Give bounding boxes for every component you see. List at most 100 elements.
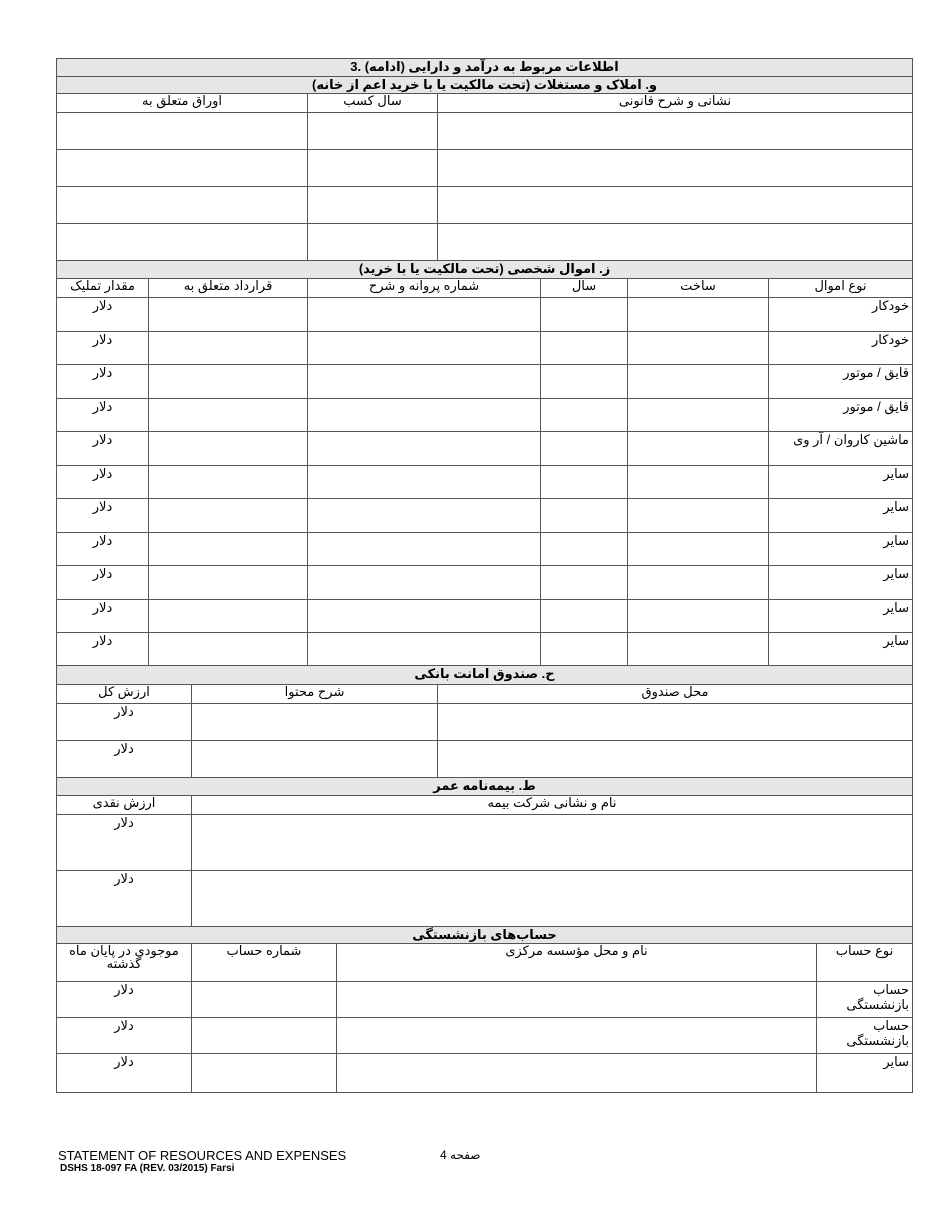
input-cell[interactable]: [148, 364, 308, 399]
input-cell[interactable]: [148, 297, 308, 332]
input-cell[interactable]: [627, 599, 769, 633]
input-cell[interactable]: [436, 740, 914, 778]
input-cell[interactable]: [627, 532, 769, 566]
type-label: سایر: [815, 1053, 914, 1093]
input-cell[interactable]: [540, 398, 628, 432]
input-cell[interactable]: [148, 465, 308, 499]
input-cell[interactable]: [540, 532, 628, 566]
input-cell[interactable]: [190, 814, 914, 871]
table-row: [56, 223, 914, 261]
input-cell[interactable]: [627, 331, 769, 365]
table-row: دلار سایر: [56, 565, 913, 600]
type-label: ماشین کاروان / آر وی: [768, 431, 913, 466]
input-cell[interactable]: [540, 565, 628, 600]
input-cell[interactable]: [307, 532, 541, 566]
input-cell[interactable]: [540, 331, 628, 365]
input-cell[interactable]: [436, 223, 914, 261]
table-row: دلار: [56, 870, 914, 927]
input-cell[interactable]: [307, 398, 541, 432]
page-number: صفحه 4: [440, 1148, 481, 1162]
input-cell[interactable]: [540, 465, 628, 499]
input-cell[interactable]: [191, 703, 438, 741]
input-cell[interactable]: [148, 331, 308, 365]
input-cell[interactable]: [307, 186, 438, 224]
input-cell[interactable]: [191, 1053, 337, 1093]
input-cell[interactable]: [540, 632, 628, 667]
header-row: اوراق متعلق به سال کسب نشانی و شرح قانونی: [56, 93, 914, 113]
input-cell[interactable]: [627, 431, 769, 466]
form-number: DSHS 18-097 FA (REV. 03/2015) Farsi: [60, 1163, 235, 1174]
input-cell[interactable]: [191, 1017, 337, 1054]
column-header: شماره حساب: [191, 943, 337, 982]
input-cell[interactable]: [627, 565, 769, 600]
input-cell[interactable]: [540, 431, 628, 466]
input-cell[interactable]: [307, 149, 438, 187]
input-cell[interactable]: [307, 364, 541, 399]
input-cell[interactable]: [307, 565, 541, 600]
input-cell[interactable]: [148, 498, 308, 533]
table-row: دلار: [56, 740, 914, 778]
input-cell[interactable]: [540, 498, 628, 533]
input-cell[interactable]: [307, 465, 541, 499]
input-cell[interactable]: [627, 398, 769, 432]
column-header: ارزش کل: [56, 684, 192, 704]
input-cell[interactable]: [436, 149, 914, 187]
input-cell[interactable]: [436, 112, 914, 150]
input-cell[interactable]: [540, 297, 628, 332]
table-row: دلار قایق / موتور: [56, 364, 913, 399]
section-title: و. املاک و مستغلات (تحت مالکیت یا با خری…: [55, 76, 914, 94]
input-cell[interactable]: [627, 297, 769, 332]
input-cell[interactable]: [191, 740, 438, 778]
input-cell[interactable]: [191, 981, 337, 1018]
input-cell[interactable]: [56, 112, 308, 150]
input-cell[interactable]: [307, 599, 541, 633]
input-cell[interactable]: [307, 632, 541, 667]
input-cell[interactable]: [436, 703, 914, 741]
section-safe-deposit: ح. صندوق امانت بانکی ارزش کل شرح محتوا محل …: [55, 665, 914, 778]
type-label: حساب بازنشستگی: [815, 1017, 914, 1054]
input-cell[interactable]: [627, 632, 769, 667]
input-cell[interactable]: [307, 223, 438, 261]
table-row: دلار حساب بازنشستگی: [56, 1017, 914, 1054]
table-row: دلار سایر: [56, 632, 913, 667]
type-label: سایر: [768, 465, 913, 499]
input-cell[interactable]: [148, 599, 308, 633]
input-cell[interactable]: [148, 632, 308, 667]
input-cell[interactable]: [627, 498, 769, 533]
input-cell[interactable]: [336, 981, 817, 1018]
input-cell[interactable]: [307, 112, 438, 150]
section-title: ط. بیمه‌نامه عمر: [55, 777, 914, 796]
input-cell[interactable]: [307, 297, 541, 332]
dollar-label: دلار: [56, 565, 149, 600]
dollar-label: دلار: [56, 814, 192, 871]
dollar-label: دلار: [56, 703, 192, 741]
input-cell[interactable]: [307, 331, 541, 365]
input-cell[interactable]: [627, 364, 769, 399]
input-cell[interactable]: [148, 565, 308, 600]
input-cell[interactable]: [56, 223, 308, 261]
input-cell[interactable]: [148, 431, 308, 466]
table-row: دلار خودکار: [56, 297, 913, 332]
dollar-label: دلار: [56, 632, 149, 667]
table-row: دلار سایر: [56, 465, 913, 499]
input-cell[interactable]: [307, 498, 541, 533]
table-row: دلار قایق / موتور: [56, 398, 913, 432]
input-cell[interactable]: [336, 1053, 817, 1093]
input-cell[interactable]: [56, 149, 308, 187]
table-row: دلار سایر: [56, 532, 913, 566]
input-cell[interactable]: [540, 599, 628, 633]
input-cell[interactable]: [540, 364, 628, 399]
dollar-label: دلار: [56, 431, 149, 466]
section-title: ز. اموال شخصی (تحت مالکیت یا با خرید): [56, 260, 913, 279]
input-cell[interactable]: [336, 1017, 817, 1054]
section-personal-property: ز. اموال شخصی (تحت مالکیت یا با خرید) مقد…: [56, 260, 913, 667]
type-label: خودکار: [768, 297, 913, 332]
input-cell[interactable]: [307, 431, 541, 466]
header-row: ارزش کل شرح محتوا محل صندوق: [56, 684, 914, 704]
input-cell[interactable]: [148, 398, 308, 432]
input-cell[interactable]: [627, 465, 769, 499]
input-cell[interactable]: [190, 870, 914, 927]
input-cell[interactable]: [436, 186, 914, 224]
input-cell[interactable]: [56, 186, 308, 224]
input-cell[interactable]: [148, 532, 308, 566]
